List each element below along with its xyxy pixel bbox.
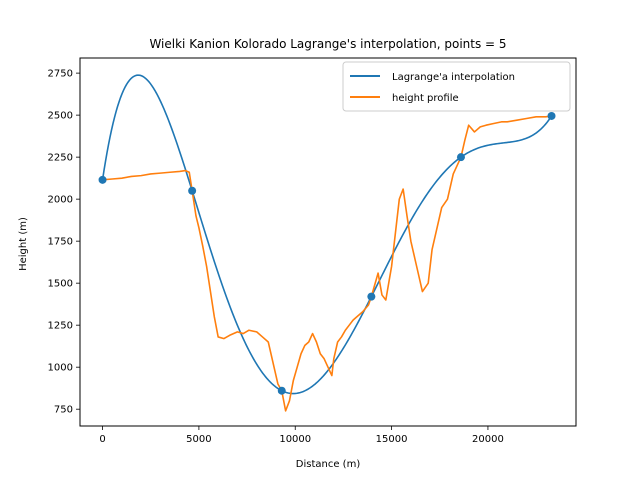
y-tick-label: 1500 xyxy=(48,279,73,290)
y-axis-ticks: 750 1000 1250 1500 1750 2000 2250 2500 2750 xyxy=(48,69,80,416)
y-tick-label: 1750 xyxy=(48,237,73,248)
legend-label-interpolation: Lagrange'a interpolation xyxy=(392,72,515,83)
interpolation-node-marker xyxy=(367,292,376,301)
interpolation-node-marker xyxy=(98,175,107,184)
legend-box xyxy=(342,61,571,112)
series-line-interpolation xyxy=(101,74,553,395)
lines-layer xyxy=(101,74,553,412)
x-tick-label: 0 xyxy=(99,434,105,445)
x-axis-ticks: 0 5000 10000 15000 20000 xyxy=(99,426,504,445)
y-tick-label: 750 xyxy=(54,405,73,416)
x-tick-label: 15000 xyxy=(376,434,408,445)
interpolation-node-marker xyxy=(456,153,465,162)
y-tick-label: 1000 xyxy=(48,363,73,374)
legend: Lagrange'a interpolation height profile xyxy=(342,61,571,112)
x-tick-label: 10000 xyxy=(279,434,311,445)
axes-frame xyxy=(79,57,577,427)
interpolation-node-marker xyxy=(188,186,197,195)
markers-layer xyxy=(98,111,556,395)
y-tick-label: 2250 xyxy=(48,153,73,164)
axes-background xyxy=(80,58,576,426)
x-axis-label: Distance (m) xyxy=(296,459,361,470)
x-tick-label: 20000 xyxy=(472,434,504,445)
interpolation-node-marker xyxy=(547,111,556,120)
plot-area xyxy=(79,57,577,427)
y-axis-label: Height (m) xyxy=(18,217,29,271)
x-tick-label: 5000 xyxy=(186,434,211,445)
series-line-height-profile xyxy=(102,115,552,412)
y-tick-label: 2750 xyxy=(48,69,73,80)
y-tick-label: 2500 xyxy=(48,111,73,122)
y-tick-label: 1250 xyxy=(48,321,73,332)
chart-title: Wielki Kanion Kolorado Lagrange's interp… xyxy=(149,37,506,51)
y-tick-label: 2000 xyxy=(48,195,73,206)
interpolation-node-marker xyxy=(277,386,286,395)
legend-label-height-profile: height profile xyxy=(392,93,459,104)
